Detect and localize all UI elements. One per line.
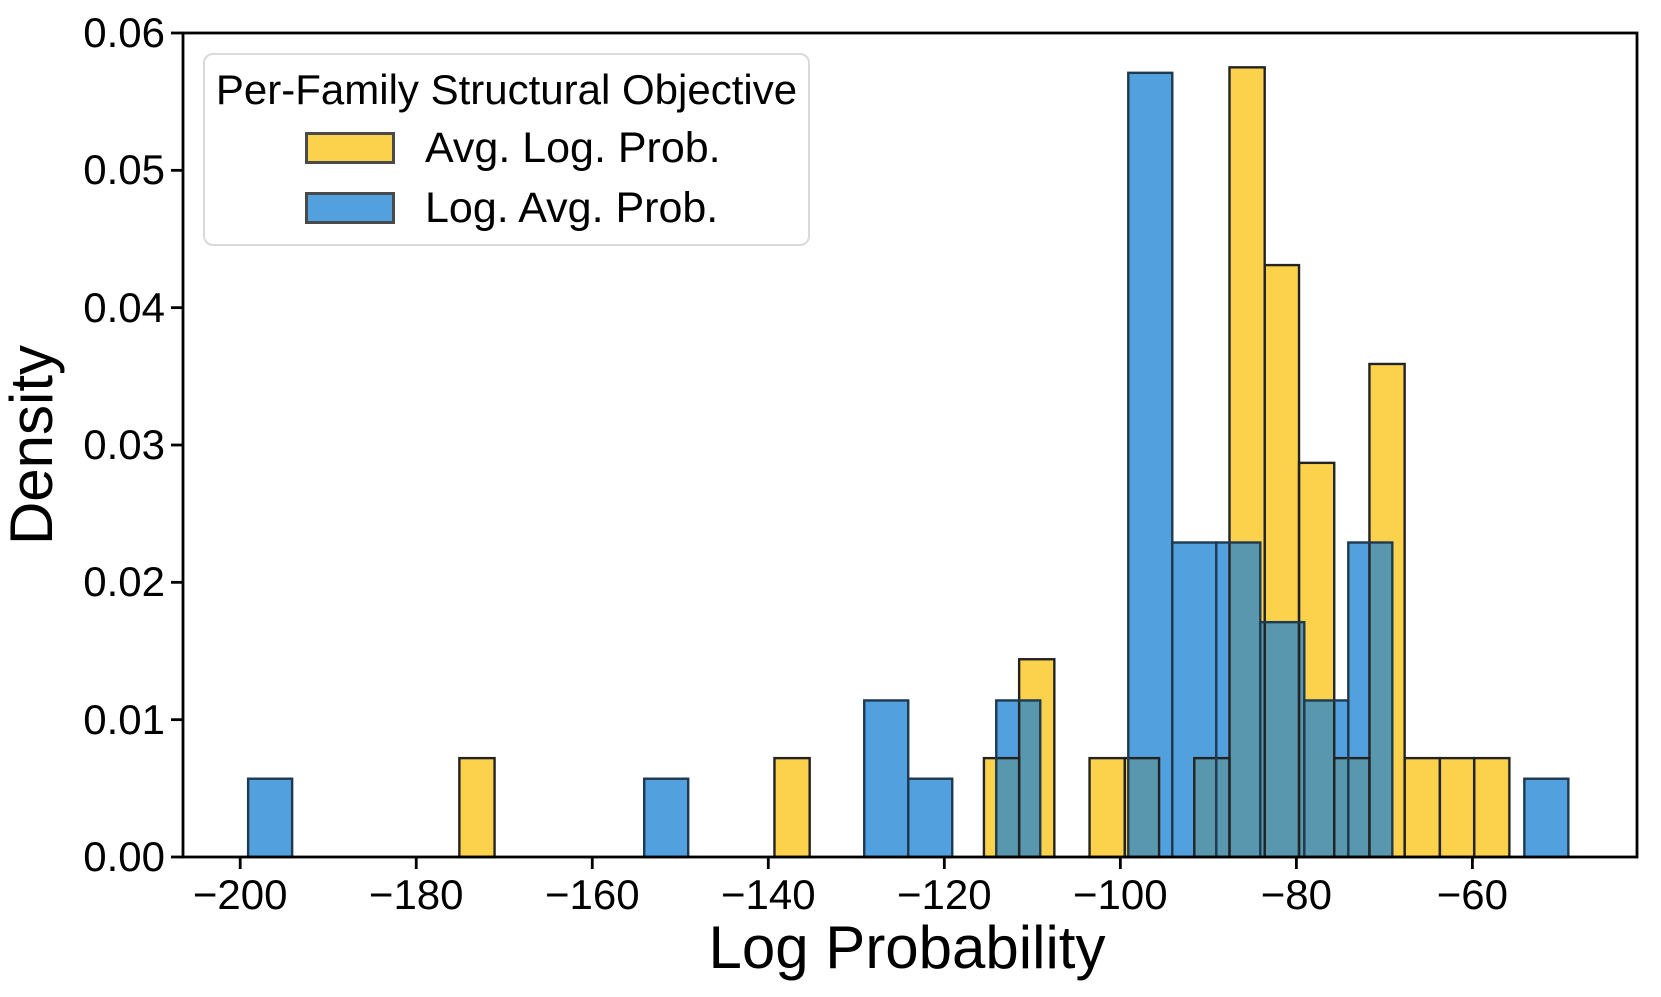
overlap-region: [1128, 758, 1160, 857]
blue-bar: [248, 778, 293, 857]
blue-bar: [1128, 72, 1173, 858]
overlap-region: [996, 758, 1020, 857]
y-tick-label: 0.01: [83, 695, 165, 743]
legend-title: Per-Family Structural Objective: [215, 66, 798, 113]
x-tick-label: −100: [1073, 871, 1168, 918]
overlap-region: [1194, 758, 1217, 857]
x-tick-label: −200: [192, 871, 288, 918]
x-tick-label: −160: [544, 871, 640, 918]
overlap-region: [1229, 542, 1261, 857]
yellow-bar: [1474, 758, 1510, 857]
overlap-region: [1019, 700, 1041, 857]
x-tick-label: −60: [1436, 871, 1509, 918]
overlap-region: [1304, 700, 1335, 857]
y-axis-label: Density: [0, 344, 65, 546]
overlap-region: [1299, 622, 1305, 857]
overlap-region: [1334, 758, 1349, 857]
legend-swatch-blue-icon: [305, 192, 395, 224]
yellow-bar: [1089, 758, 1125, 857]
overlap-region: [1216, 758, 1230, 857]
y-tick-label: 0.00: [83, 833, 165, 880]
overlap-region: [1348, 758, 1370, 857]
y-tick-label: 0.02: [83, 558, 165, 606]
legend-item-log-avg-prob: Log. Avg. Prob.: [305, 181, 808, 235]
x-tick-label: −180: [368, 871, 464, 918]
x-tick-label: −80: [1260, 871, 1332, 918]
overlap-region: [1264, 622, 1300, 857]
legend: Per-Family Structural Objective Avg. Log…: [203, 53, 810, 246]
legend-label-log-avg-prob: Log. Avg. Prob.: [425, 184, 719, 232]
overlap-region: [1369, 542, 1393, 857]
legend-swatch-yellow-icon: [305, 132, 395, 164]
legend-label-avg-log-prob: Avg. Log. Prob.: [425, 124, 721, 172]
legend-item-avg-log-prob: Avg. Log. Prob.: [305, 121, 808, 175]
yellow-bar: [1439, 758, 1475, 857]
blue-bar: [1524, 778, 1569, 857]
yellow-bar: [774, 758, 810, 857]
blue-bar: [908, 778, 953, 857]
blue-bar: [644, 778, 689, 857]
x-axis-label: Log Probability: [708, 914, 1106, 981]
x-tick-label: −140: [720, 871, 816, 918]
y-tick-label: 0.06: [83, 9, 165, 56]
yellow-bar: [459, 758, 495, 857]
blue-bar: [864, 700, 909, 857]
x-tick-label: −120: [897, 871, 992, 918]
y-tick-label: 0.04: [83, 283, 165, 331]
overlap-region: [1260, 622, 1265, 857]
y-tick-label: 0.05: [83, 146, 165, 194]
y-tick-label: 0.03: [83, 421, 165, 468]
yellow-bar: [1404, 758, 1440, 857]
